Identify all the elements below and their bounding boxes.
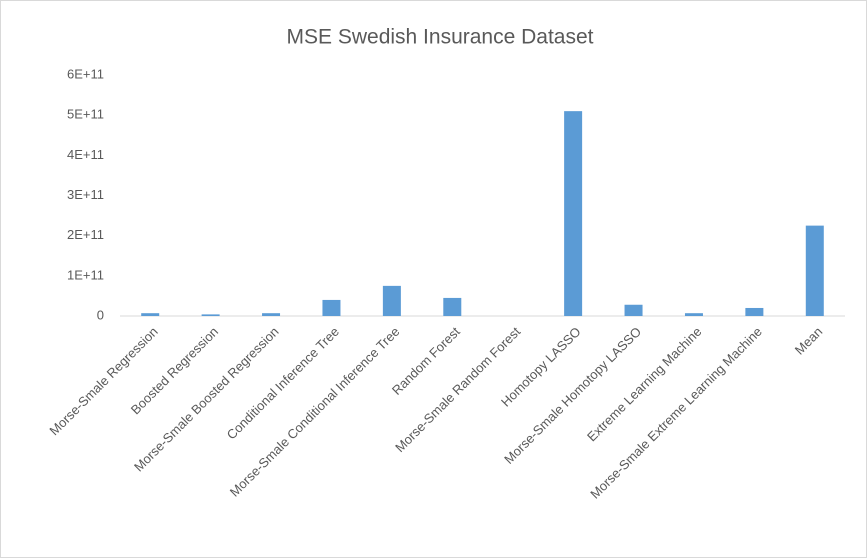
bar [805,225,824,316]
y-tick-label: 0 [97,307,104,322]
y-tick-label: 1E+11 [67,267,104,282]
y-tick-label: 5E+11 [67,107,104,122]
bar [745,307,764,316]
bar [382,285,401,316]
bar [564,111,583,317]
y-tick-label: 4E+11 [67,147,104,162]
y-tick-label: 6E+11 [67,66,104,81]
bar [201,314,220,316]
bar [443,297,462,316]
bar [684,313,703,316]
y-tick-label: 3E+11 [67,187,104,202]
bar [624,304,643,316]
bar [262,313,281,316]
chart-title: MSE Swedish Insurance Dataset [287,26,594,49]
y-tick-label: 2E+11 [67,227,104,242]
bar [322,299,341,316]
bar [141,313,160,316]
